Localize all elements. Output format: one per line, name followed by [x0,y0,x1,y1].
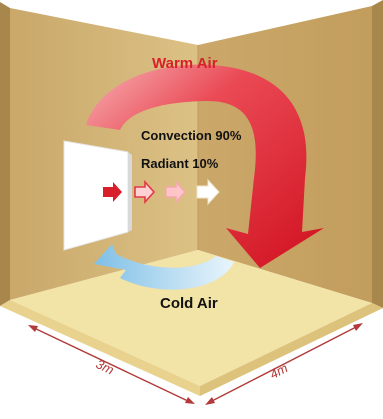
radiant-arrow-1 [103,182,122,202]
warm-air-arrow [86,64,324,268]
dimension-arrow [353,323,363,331]
radiant-arrow-2 [134,179,156,205]
radiant-label: Radiant 10% [141,156,219,171]
dimension-right-label: 4m [267,360,290,382]
cold-air-arrow [94,244,234,290]
radiant-arrow-3 [165,180,186,204]
radiant-arrow-4 [196,178,220,206]
dimension-left-label: 3m [94,356,117,377]
floor-front-left [0,300,200,396]
cold-air-label: Cold Air [160,295,218,312]
floor-front-right [200,303,383,396]
dimension-arrow [205,397,215,405]
left-wall-edge [0,2,10,306]
dimension-arrow [28,325,38,332]
right-wall-edge [372,0,383,308]
warm-air-label: Warm Air [152,55,218,72]
dimension-arrow [185,397,195,404]
heater-panel-side [128,152,132,232]
convection-label: Convection 90% [141,128,242,143]
dimension-left [28,325,195,404]
dimension-right [205,323,363,405]
floor [10,250,372,386]
